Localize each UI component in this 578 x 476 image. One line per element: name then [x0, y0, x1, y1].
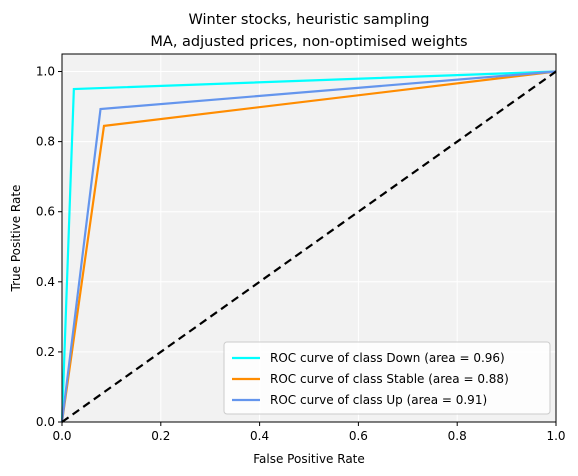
axis-ticks: 0.0 0.2 0.4 0.6 0.8 1.0 0.0 0.2 0.4 0.6 0.8 1.0: [36, 65, 566, 443]
series-layer: [60, 70, 557, 423]
series-line-0: [60, 70, 557, 423]
y-tick-label-0: 0.0: [36, 415, 55, 429]
x-tick-label-4: 0.8: [448, 429, 467, 443]
y-tick-label-4: 0.8: [36, 135, 55, 149]
y-tick-label-1: 0.2: [36, 345, 55, 359]
y-tick-label-3: 0.6: [36, 205, 55, 219]
chart-title-line-2: MA, adjusted prices, non-optimised weigh…: [150, 34, 467, 50]
x-tick-label-5: 1.0: [546, 429, 565, 443]
legend: ROC curve of class Down (area = 0.96) ROC…: [223, 341, 551, 415]
y-tick-label-2: 0.4: [36, 275, 55, 289]
grid-lines: [61, 54, 557, 423]
x-tick-label-2: 0.4: [250, 429, 269, 443]
x-tick-label-0: 0.0: [52, 429, 71, 443]
reference-diagonal-line: [61, 70, 557, 423]
chart-title-line-1: Winter stocks, heuristic sampling: [188, 12, 429, 28]
x-axis-label: False Positive Rate: [253, 452, 365, 466]
plot-area-frame: [61, 53, 557, 423]
x-tick-label-3: 0.6: [349, 429, 368, 443]
legend-entry-2: ROC curve of class Up (area = 0.91): [270, 393, 487, 407]
x-tick-label-1: 0.2: [151, 429, 170, 443]
legend-entry-1: ROC curve of class Stable (area = 0.88): [270, 372, 509, 386]
y-tick-label-5: 1.0: [36, 65, 55, 79]
y-axis-label: True Positive Rate: [9, 185, 23, 293]
legend-box: [223, 341, 551, 415]
series-line-2: [60, 70, 557, 423]
legend-entry-0: ROC curve of class Down (area = 0.96): [270, 351, 505, 365]
series-line-1: [60, 70, 557, 423]
